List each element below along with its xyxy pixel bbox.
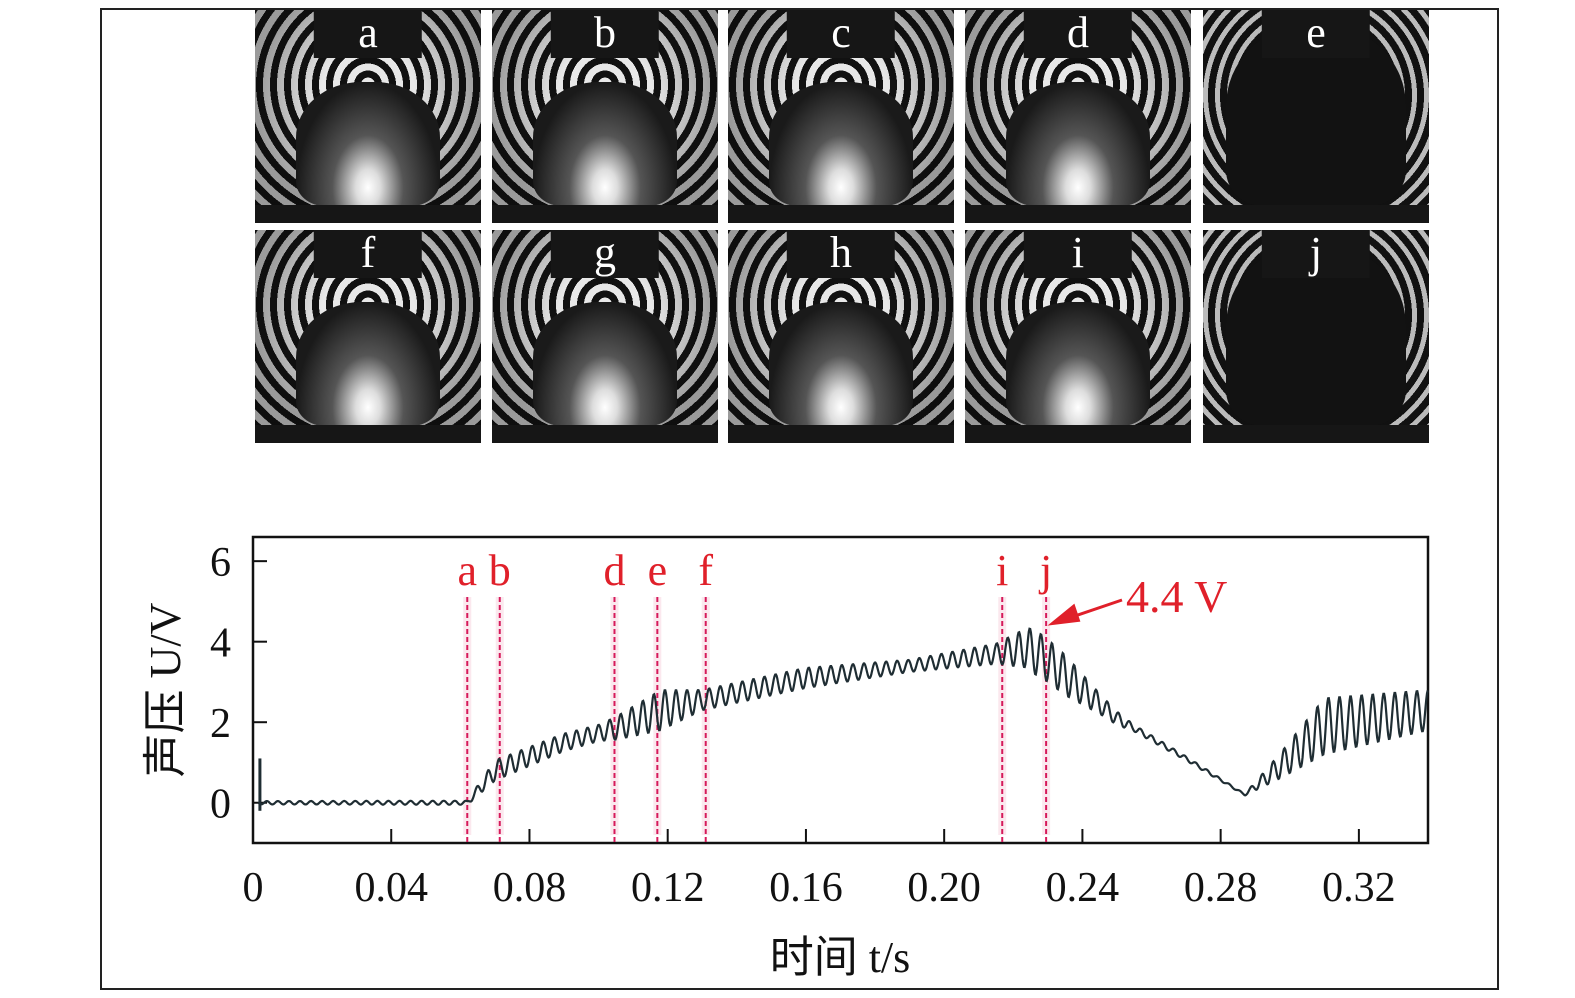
panel-label: a	[313, 10, 423, 58]
marker-band	[610, 597, 619, 835]
marker-label-j: j	[1038, 546, 1052, 595]
marker-label-e: e	[648, 546, 668, 595]
panel-label: c	[786, 10, 896, 58]
photo-panel-b: b	[492, 10, 718, 223]
weld-pool-image	[1005, 82, 1151, 206]
signal-line	[257, 627, 1429, 806]
x-tick-label: 0.16	[769, 865, 843, 911]
base-plate	[255, 205, 481, 223]
base-plate	[965, 205, 1191, 223]
panel-label: f	[313, 230, 423, 278]
photo-panel-c: c	[728, 10, 954, 223]
photo-panel-a: a	[255, 10, 481, 223]
weld-pool-image	[532, 82, 678, 206]
weld-pool-image	[295, 82, 441, 206]
photo-panel-e: e	[1203, 10, 1429, 223]
panel-label: j	[1261, 230, 1371, 278]
photo-panel-d: d	[965, 10, 1191, 223]
base-plate	[255, 425, 481, 443]
x-axis-label: 时间 t/s	[770, 933, 911, 982]
photo-panel-h: h	[728, 230, 954, 443]
x-tick-label: 0.08	[493, 865, 567, 911]
panel-label: e	[1261, 10, 1371, 58]
y-axis-label: 声压 U/V	[141, 602, 190, 777]
plot-area	[251, 535, 1430, 845]
panel-label: h	[786, 230, 896, 278]
photo-panel-f: f	[255, 230, 481, 443]
marker-label-a: a	[457, 546, 477, 595]
marker-label-d: d	[603, 546, 625, 595]
base-plate	[492, 425, 718, 443]
y-tick-label: 2	[210, 701, 231, 747]
marker-band	[463, 597, 472, 835]
panel-label: g	[550, 230, 660, 278]
marker-label-f: f	[698, 546, 713, 595]
base-plate	[492, 205, 718, 223]
weld-pool-image	[1005, 302, 1151, 426]
base-plate	[728, 425, 954, 443]
marker-band	[701, 597, 710, 835]
weld-pool-image	[532, 302, 678, 426]
x-tick-label: 0.32	[1322, 865, 1396, 911]
panel-label: d	[1023, 10, 1133, 58]
base-plate	[728, 205, 954, 223]
y-tick-label: 6	[210, 540, 231, 586]
arrowhead-icon	[1047, 603, 1081, 626]
x-tick-label: 0.20	[907, 865, 981, 911]
marker-band	[495, 597, 504, 835]
base-plate	[1203, 425, 1429, 443]
marker-band	[998, 597, 1007, 835]
weld-pool-image	[768, 82, 914, 206]
x-tick-label: 0.12	[631, 865, 705, 911]
base-plate	[1203, 205, 1429, 223]
x-tick-label: 0	[243, 865, 264, 911]
x-tick-label: 0.24	[1046, 865, 1120, 911]
panel-label: i	[1023, 230, 1133, 278]
marker-label-b: b	[489, 546, 511, 595]
x-tick-label: 0.28	[1184, 865, 1258, 911]
weld-pool-image	[295, 302, 441, 426]
marker-label-i: i	[996, 546, 1008, 595]
base-plate	[965, 425, 1191, 443]
panel-label: b	[550, 10, 660, 58]
marker-band	[1042, 597, 1051, 835]
photo-panel-j: j	[1203, 230, 1429, 443]
figure-frame	[100, 8, 1499, 990]
peak-annotation: 4.4 V	[1126, 571, 1227, 622]
photo-panel-g: g	[492, 230, 718, 443]
y-tick-label: 4	[210, 621, 231, 667]
weld-pool-image	[768, 302, 914, 426]
y-tick-label: 0	[210, 782, 231, 828]
photo-panel-i: i	[965, 230, 1191, 443]
x-tick-label: 0.04	[354, 865, 428, 911]
